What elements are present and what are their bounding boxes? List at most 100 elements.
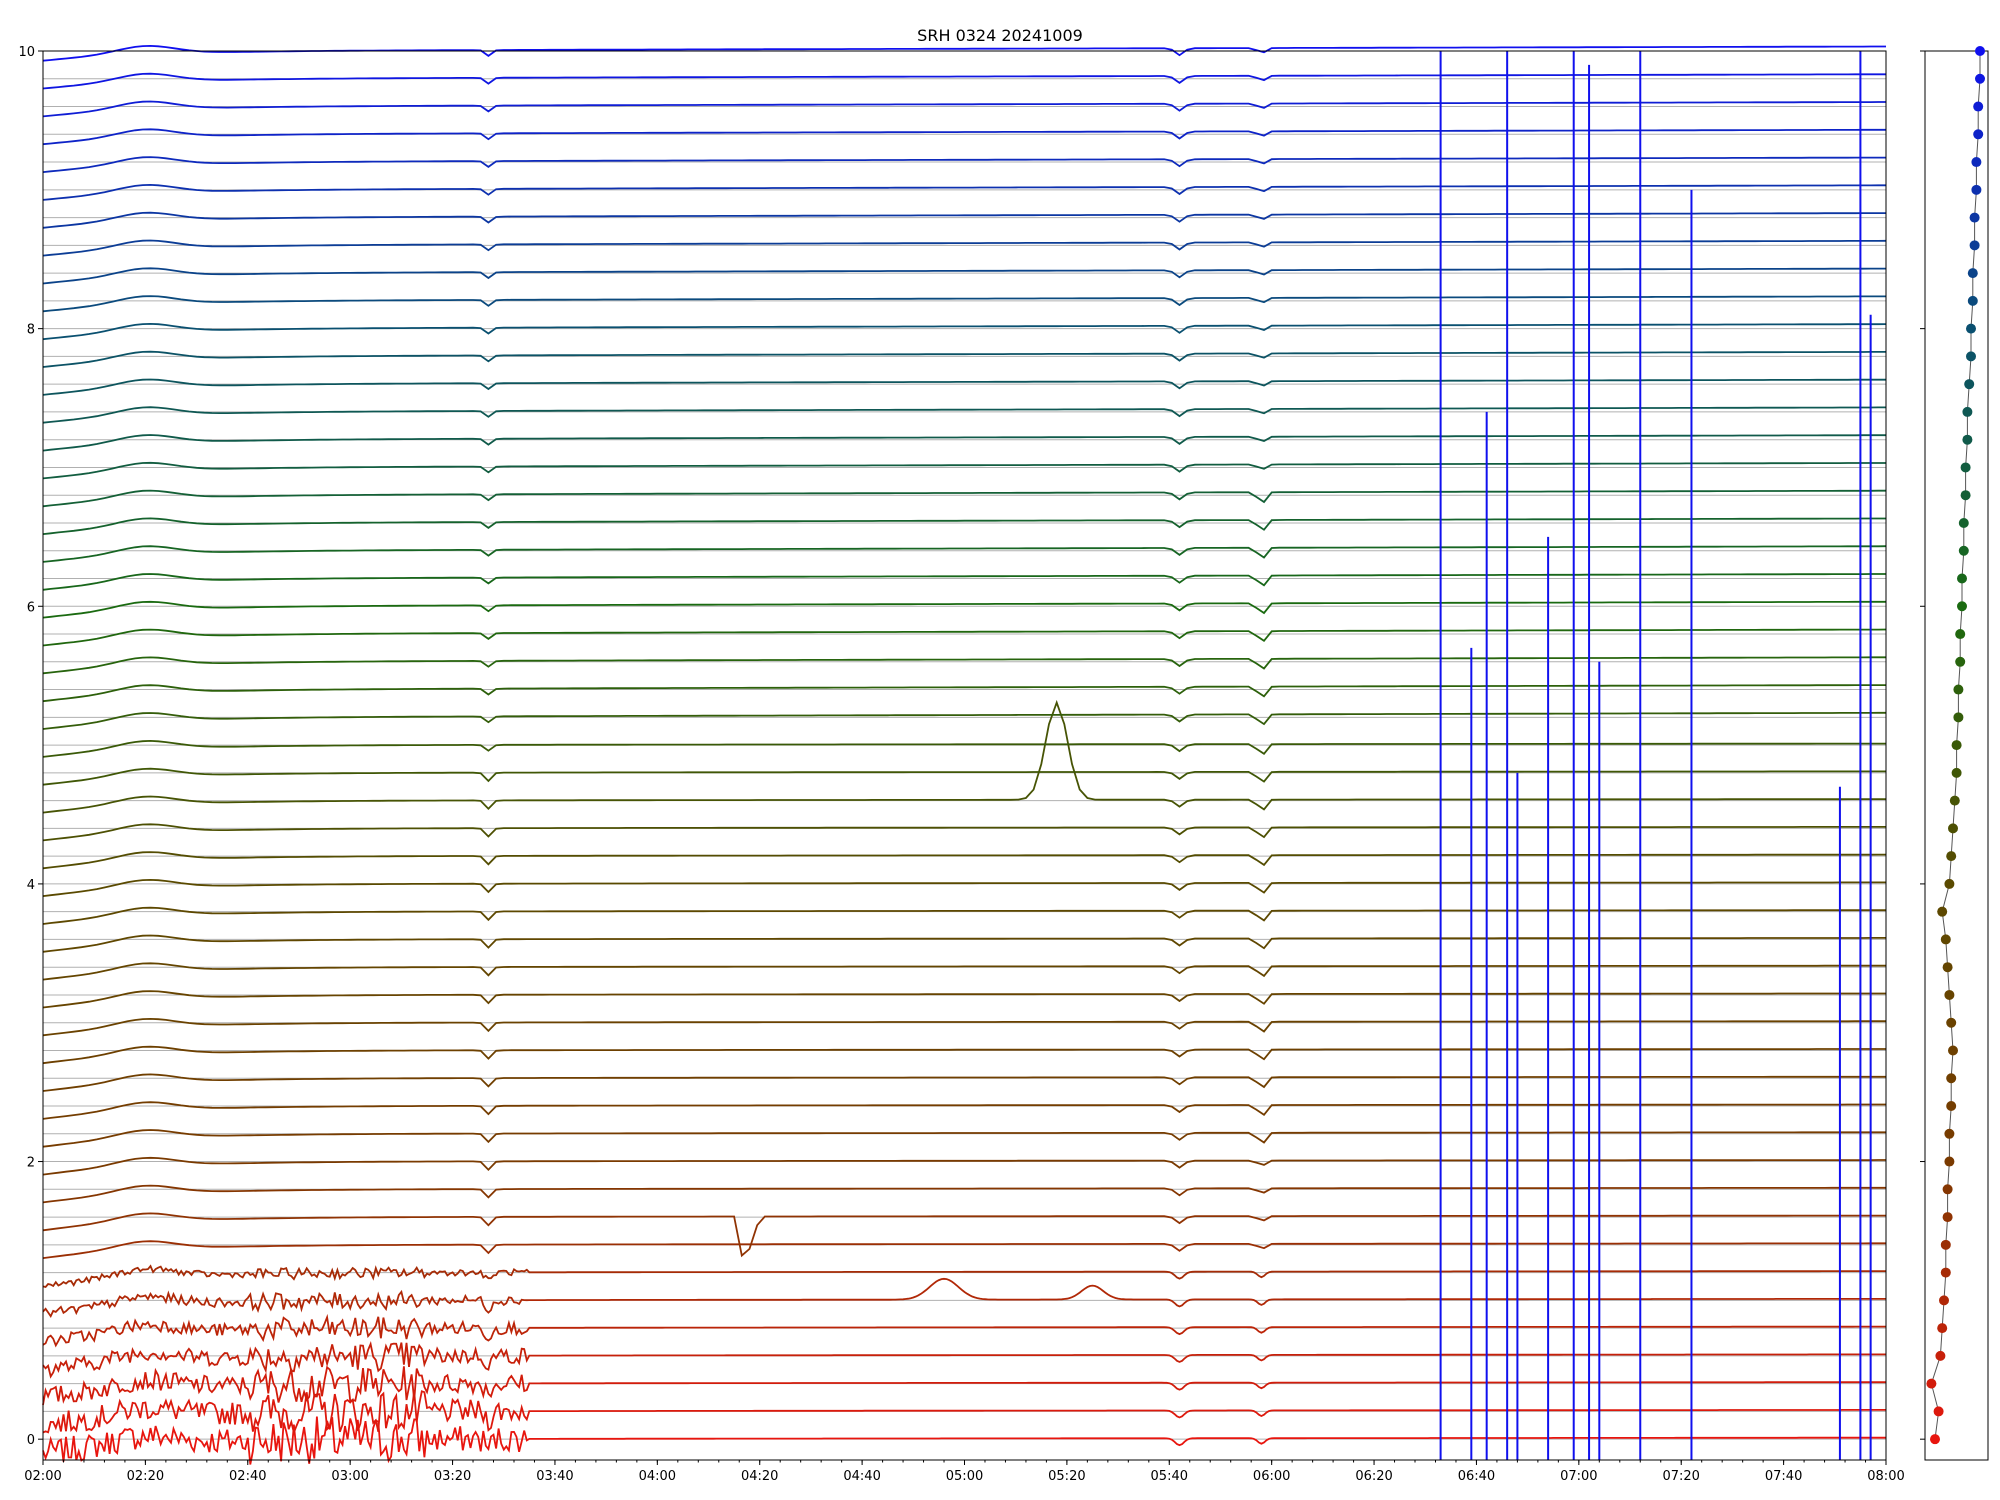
trace-line <box>42 1416 1886 1465</box>
x-tick-label: 04:40 <box>843 1469 880 1484</box>
side-point <box>1946 1017 1957 1028</box>
side-point <box>1960 490 1971 501</box>
x-tick-label: 02:20 <box>127 1469 164 1484</box>
trace-line <box>42 699 1886 814</box>
trace-line <box>42 1129 1886 1148</box>
plot-frame <box>42 50 1887 1461</box>
side-point <box>1942 1212 1953 1223</box>
trace-line <box>42 767 1886 786</box>
trace-line <box>42 739 1886 758</box>
side-point <box>1958 545 1969 556</box>
x-tick-label: 04:20 <box>741 1469 778 1484</box>
side-point <box>1971 184 1982 195</box>
trace-line <box>42 711 1886 730</box>
trace-line <box>42 628 1887 647</box>
trace-line <box>42 990 1886 1009</box>
side-point <box>1944 1128 1955 1139</box>
trace-line <box>42 545 1887 563</box>
trace-line <box>42 1073 1886 1092</box>
side-point <box>1964 379 1975 390</box>
x-tick-label: 07:40 <box>1765 1469 1802 1484</box>
side-panel <box>1920 46 1989 1461</box>
trace-line <box>42 461 1886 480</box>
trace-line <box>42 1101 1886 1120</box>
x-tick-label: 05:20 <box>1048 1469 1085 1484</box>
trace-line <box>42 851 1886 870</box>
x-tick-label: 06:00 <box>1253 1469 1290 1484</box>
trace-line <box>42 600 1886 619</box>
trace-line <box>42 434 1886 452</box>
side-point <box>1973 129 1984 140</box>
trace-line <box>42 517 1886 535</box>
side-point <box>1953 684 1964 695</box>
side-point <box>1973 101 1984 112</box>
y-tick-label: 8 <box>27 323 35 338</box>
side-point <box>1935 1350 1946 1361</box>
main-traces <box>42 44 1887 1465</box>
trace-line <box>42 211 1886 229</box>
side-point <box>1942 962 1953 973</box>
side-point <box>1946 1073 1957 1084</box>
side-point <box>1955 629 1966 640</box>
trace-line <box>42 684 1886 703</box>
trace-line <box>42 1184 1886 1204</box>
trace-line <box>42 1277 1886 1319</box>
x-tick-label: 07:20 <box>1662 1469 1699 1484</box>
side-point <box>1926 1378 1937 1389</box>
side-point <box>1948 1045 1958 1056</box>
x-tick-label: 06:40 <box>1458 1469 1495 1484</box>
x-tick-label: 03:40 <box>536 1469 573 1484</box>
x-tick-label: 03:00 <box>331 1469 368 1484</box>
trace-line <box>42 489 1886 508</box>
side-point <box>1958 517 1969 528</box>
x-tick-label: 07:00 <box>1560 1469 1597 1484</box>
side-point <box>1957 573 1967 584</box>
side-point <box>1969 212 1980 223</box>
main-axes: 0 2 4 6 8 10 02:00 02:20 02:40 03:00 03:20 03:40 04:… <box>18 45 1904 1484</box>
trace-line <box>42 962 1886 981</box>
side-point <box>1966 323 1976 334</box>
side-point <box>1957 601 1967 612</box>
trace-line <box>42 156 1886 173</box>
trace-line <box>42 100 1886 118</box>
trace-line <box>42 128 1886 146</box>
y-tick-label: 0 <box>27 1433 35 1448</box>
trace-line <box>42 406 1886 424</box>
side-point <box>1960 462 1971 473</box>
trace-line <box>42 1156 1886 1176</box>
side-point <box>1948 823 1958 834</box>
trace-line <box>42 878 1886 897</box>
trace-line <box>42 906 1886 925</box>
trace-line <box>42 1017 1886 1037</box>
side-point <box>1944 1156 1955 1167</box>
trace-line <box>42 267 1886 285</box>
side-point <box>1930 1434 1940 1445</box>
y-tick-label: 2 <box>27 1156 35 1171</box>
side-point <box>1967 295 1978 306</box>
side-point <box>1975 73 1985 84</box>
side-point <box>1949 795 1960 806</box>
side-point <box>1937 906 1948 917</box>
trace-line <box>42 573 1886 591</box>
side-point <box>1951 740 1962 751</box>
y-tick-label: 4 <box>27 878 35 893</box>
side-point <box>1942 1184 1953 1195</box>
x-tick-label: 03:20 <box>434 1469 471 1484</box>
trace-line <box>42 1045 1886 1065</box>
trace-line <box>42 183 1886 201</box>
trace-line <box>42 44 1886 62</box>
trace-line <box>42 823 1886 842</box>
chart-title: SRH 0324 20241009 <box>917 26 1083 45</box>
trace-line <box>42 350 1886 368</box>
trace-line <box>42 378 1886 396</box>
trace-line <box>42 1340 1886 1379</box>
y-tick-label: 10 <box>18 45 35 60</box>
side-point <box>1944 989 1955 1000</box>
trace-line <box>42 1313 1886 1348</box>
y-tick-label: 6 <box>27 600 35 615</box>
side-point <box>1975 46 1985 56</box>
side-point <box>1937 1323 1948 1334</box>
side-point <box>1971 157 1982 168</box>
side-point <box>1946 851 1957 862</box>
